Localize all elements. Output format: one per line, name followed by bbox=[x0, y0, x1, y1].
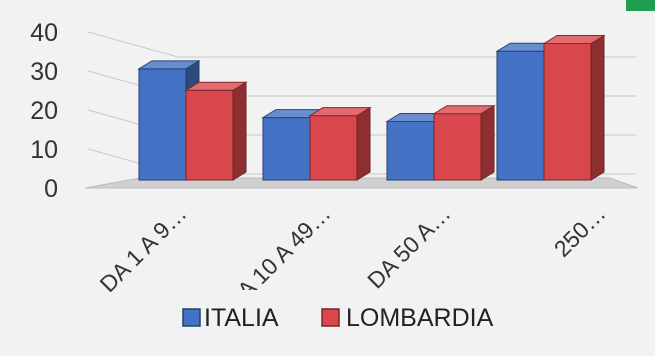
bar-side bbox=[356, 106, 371, 181]
bar-front bbox=[262, 117, 311, 181]
bar-lombardia-1 bbox=[184, 81, 248, 181]
bar-front bbox=[309, 115, 358, 181]
gridline bbox=[87, 31, 636, 58]
y-tick-label: 20 bbox=[30, 97, 58, 125]
corner-accent bbox=[626, 0, 655, 11]
bar-front bbox=[386, 121, 435, 181]
bar-front bbox=[496, 50, 545, 181]
bar-top bbox=[542, 35, 606, 44]
y-tick-label: 10 bbox=[30, 136, 58, 164]
bar-side bbox=[480, 104, 495, 181]
bars bbox=[137, 34, 606, 181]
y-tick-label: 0 bbox=[44, 175, 58, 203]
bar-lombardia-3 bbox=[432, 104, 496, 181]
bar-lombardia-4 bbox=[542, 34, 606, 181]
chart-floor bbox=[84, 177, 639, 189]
bar-side bbox=[590, 34, 605, 181]
y-tick-label: 30 bbox=[30, 58, 58, 86]
floor-plane bbox=[84, 177, 639, 189]
bar-lombardia-2 bbox=[308, 106, 372, 181]
legend: ITALIA LOMBARDIA bbox=[150, 290, 520, 346]
bar-front bbox=[185, 89, 234, 181]
y-tick-label: 40 bbox=[30, 19, 58, 47]
bar-top bbox=[432, 105, 496, 115]
bar-front bbox=[138, 68, 187, 181]
bar-front bbox=[433, 113, 482, 181]
bar-top bbox=[184, 81, 248, 91]
legend-swatch-italia bbox=[182, 308, 201, 327]
legend-label-italia: ITALIA bbox=[204, 304, 279, 332]
legend-label-lombardia: LOMBARDIA bbox=[346, 304, 494, 332]
bar-side bbox=[232, 81, 247, 181]
bar-top bbox=[308, 107, 372, 117]
legend-swatch-lombardia bbox=[321, 308, 340, 327]
y-axis-ticks: 0 10 20 30 40 bbox=[30, 19, 58, 203]
bar-top bbox=[137, 60, 201, 70]
bar-front bbox=[543, 43, 592, 181]
